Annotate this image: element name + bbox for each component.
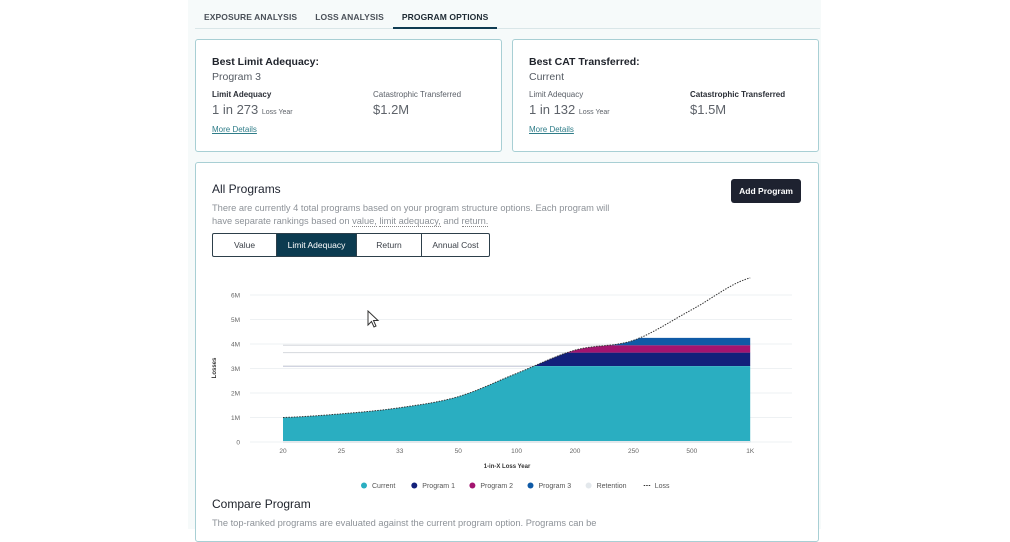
x-tick-label: 25 bbox=[338, 448, 346, 455]
loss-line bbox=[282, 277, 751, 418]
y-tick-label: 4M bbox=[231, 342, 240, 349]
mouse-cursor-icon bbox=[367, 309, 381, 335]
metric-label: Limit Adequacy bbox=[212, 90, 272, 99]
x-tick-label: 100 bbox=[511, 448, 522, 455]
best-limit-adequacy-card: Best Limit Adequacy: Program 3 Limit Ade… bbox=[195, 39, 502, 152]
legend-marker bbox=[361, 482, 367, 489]
legend-marker bbox=[585, 482, 592, 489]
all-programs-title: All Programs bbox=[212, 182, 281, 196]
segment-annual-cost[interactable]: Annual Cost bbox=[432, 240, 479, 250]
legend-marker bbox=[469, 482, 476, 489]
value-link[interactable]: value, bbox=[352, 216, 377, 227]
area-program-2 bbox=[283, 345, 751, 353]
y-tick-label: 6M bbox=[231, 293, 240, 300]
x-tick-label: 20 bbox=[279, 448, 287, 455]
x-tick-label: 1K bbox=[746, 448, 755, 455]
tab-program-options[interactable]: PROGRAM OPTIONS bbox=[392, 0, 498, 29]
add-program-button[interactable]: Add Program bbox=[731, 179, 801, 203]
legend-marker bbox=[527, 482, 534, 489]
y-tick-label: 3M bbox=[231, 366, 240, 373]
return-link[interactable]: return. bbox=[461, 216, 489, 227]
x-tick-label: 50 bbox=[455, 448, 463, 455]
all-programs-card: All Programs Add Program There are curre… bbox=[195, 162, 819, 542]
more-details-link[interactable]: More Details bbox=[212, 125, 257, 134]
x-tick-label: 500 bbox=[686, 448, 697, 455]
tab-loss-analysis[interactable]: LOSS ANALYSIS bbox=[315, 12, 384, 22]
compare-program-description: The top-ranked programs are evaluated ag… bbox=[212, 518, 597, 528]
limit-adequacy-link[interactable]: limit adequacy, bbox=[379, 216, 441, 227]
y-tick-label: 2M bbox=[231, 391, 240, 398]
legend-label: Program 1 bbox=[422, 483, 455, 490]
metric-value: 1 in 273 Loss Year bbox=[212, 102, 293, 117]
card-subtitle: Program 3 bbox=[212, 71, 262, 83]
metric-value: $1.2M bbox=[373, 102, 410, 117]
x-tick-label: 250 bbox=[628, 448, 639, 455]
metric-value: $1.5M bbox=[690, 102, 727, 117]
x-tick-label: 33 bbox=[396, 448, 404, 455]
more-details-link[interactable]: More Details bbox=[529, 125, 574, 134]
metric-label: Catastrophic Transferred bbox=[690, 90, 786, 99]
card-title: Best Limit Adequacy: bbox=[212, 56, 319, 68]
legend-label: Loss bbox=[655, 483, 670, 490]
losses-chart: 0 1M 2M 3M 4M 5M 6M 20 25 33 50 100 200 250 500 1K 1-in-… bbox=[212, 277, 792, 490]
all-programs-description: There are currently 4 total programs bas… bbox=[212, 203, 610, 227]
card-title: Best CAT Transferred: bbox=[529, 56, 640, 68]
x-axis-label: 1-in-X Loss Year bbox=[484, 464, 531, 470]
tab-exposure-analysis[interactable]: EXPOSURE ANALYSIS bbox=[204, 12, 298, 22]
legend-marker bbox=[411, 482, 418, 489]
card-subtitle: Current bbox=[529, 71, 565, 83]
area-program-1 bbox=[283, 352, 751, 367]
y-tick-label: 1M bbox=[231, 415, 240, 422]
legend-label: Current bbox=[372, 483, 395, 490]
metric-label: Catastrophic Transferred bbox=[373, 90, 462, 99]
y-axis-label: Losses bbox=[212, 357, 218, 378]
legend-label: Program 3 bbox=[539, 483, 572, 490]
ranking-segmented-control: Value Limit Adequacy Return Annual Cost bbox=[212, 233, 490, 257]
best-cat-transferred-card: Best CAT Transferred: Current Limit Adeq… bbox=[512, 39, 819, 152]
x-tick-label: 200 bbox=[570, 448, 581, 455]
segment-return[interactable]: Return bbox=[357, 234, 422, 256]
metric-label: Limit Adequacy bbox=[529, 90, 584, 99]
y-tick-label: 0 bbox=[236, 440, 240, 447]
metric-value: 1 in 132 Loss Year bbox=[529, 102, 610, 117]
tab-bar: EXPOSURE ANALYSIS LOSS ANALYSIS PROGRAM … bbox=[195, 0, 820, 29]
compare-program-title: Compare Program bbox=[212, 497, 311, 511]
area-retention bbox=[283, 441, 751, 443]
y-tick-label: 5M bbox=[231, 317, 240, 324]
segment-limit-adequacy[interactable]: Limit Adequacy bbox=[277, 234, 357, 256]
area-current bbox=[283, 366, 751, 442]
segment-value[interactable]: Value bbox=[213, 234, 277, 256]
legend-label: Retention bbox=[597, 483, 627, 490]
legend-label: Program 2 bbox=[480, 483, 513, 490]
area-program-3 bbox=[283, 337, 751, 346]
